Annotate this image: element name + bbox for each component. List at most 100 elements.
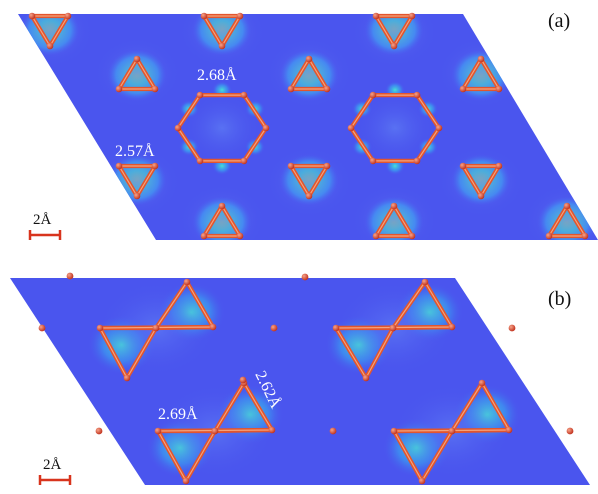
atom <box>448 323 456 331</box>
bond-highlight <box>118 58 138 90</box>
bond-highlight <box>186 281 214 328</box>
atom <box>115 85 123 93</box>
bond-highlight <box>393 205 413 237</box>
bond-highlight <box>350 127 374 162</box>
bond-highlight <box>480 165 500 197</box>
density-halo <box>350 14 438 68</box>
bond-highlight <box>49 15 69 47</box>
atom <box>287 162 295 170</box>
bond-highlight <box>416 94 440 129</box>
atom <box>115 162 123 170</box>
atom <box>287 85 295 93</box>
atom <box>421 278 429 286</box>
atom <box>389 324 397 332</box>
bond-highlight <box>243 127 267 162</box>
bond-highlight <box>365 327 394 379</box>
atom <box>323 162 331 170</box>
density-halo <box>178 14 266 68</box>
atom <box>174 124 182 132</box>
atom <box>209 323 217 331</box>
atom <box>390 427 398 435</box>
atom <box>332 324 340 332</box>
bond-highlight <box>566 205 586 237</box>
atom <box>408 232 416 240</box>
bond-highlight <box>335 327 367 379</box>
atom <box>133 192 141 200</box>
bond-highlight <box>308 58 328 90</box>
atom <box>133 55 141 63</box>
atom <box>372 12 380 20</box>
atom <box>182 477 190 485</box>
atom <box>413 91 421 99</box>
bond-highlight <box>350 94 374 129</box>
bond-highlight <box>462 58 482 90</box>
atom <box>408 12 416 20</box>
bond-highlight <box>416 127 440 162</box>
scale-label-b: 2Å <box>43 457 62 473</box>
atom <box>301 273 309 281</box>
atom <box>236 12 244 20</box>
panel-a: (a) 2.68Å 2.57Å 2Å <box>18 10 598 240</box>
atom <box>508 324 516 332</box>
atom <box>372 232 380 240</box>
scale-bar-a <box>28 230 62 240</box>
atom <box>505 426 513 434</box>
bond-highlight <box>99 327 128 379</box>
bond-highlight <box>203 205 223 237</box>
bond-length-label-hexagon: 2.68Å <box>197 66 237 84</box>
bond-highlight <box>157 430 187 482</box>
atom <box>152 324 160 332</box>
atom <box>200 232 208 240</box>
atom <box>262 124 270 132</box>
atom <box>46 42 54 50</box>
density-halo <box>437 37 525 109</box>
atom <box>211 427 219 435</box>
atom <box>151 85 159 93</box>
bond-highlight <box>243 382 273 431</box>
atom <box>200 12 208 20</box>
atom <box>268 426 276 434</box>
panel-b-atoms <box>38 272 574 485</box>
atom <box>390 42 398 50</box>
atom <box>123 374 131 382</box>
atom <box>418 477 426 485</box>
density-halo <box>350 184 438 240</box>
bond-highlight <box>214 382 245 432</box>
bond-highlight <box>177 127 201 162</box>
density-halo <box>265 146 353 218</box>
atom <box>362 374 370 382</box>
panel-b-label: (b) <box>548 288 571 310</box>
panel-a-bonds <box>29 13 588 239</box>
atom <box>369 91 377 99</box>
bond-highlight <box>308 165 328 197</box>
atom <box>435 124 443 132</box>
bond-highlight <box>136 58 156 90</box>
atom <box>96 324 104 332</box>
bond-highlight <box>221 205 241 237</box>
atom <box>448 427 456 435</box>
atom <box>240 157 248 165</box>
atom <box>66 272 74 280</box>
density-halo <box>184 94 260 162</box>
bond-highlight <box>481 382 510 431</box>
bond-highlight <box>243 94 267 129</box>
atom <box>563 202 571 210</box>
bond-highlight <box>480 58 500 90</box>
atom <box>151 162 159 170</box>
atom <box>323 85 331 93</box>
bond-highlight <box>393 15 413 47</box>
atom <box>329 427 337 435</box>
atom <box>196 91 204 99</box>
atom <box>218 42 226 50</box>
atom <box>305 55 313 63</box>
atom <box>305 192 313 200</box>
bond-highlight <box>462 165 482 197</box>
density-halo <box>93 37 181 109</box>
bond-highlight <box>451 382 483 432</box>
atom <box>240 91 248 99</box>
bond-highlight <box>126 327 157 379</box>
bond-highlight <box>177 94 201 129</box>
bond-highlight <box>375 205 395 237</box>
atom <box>218 202 226 210</box>
